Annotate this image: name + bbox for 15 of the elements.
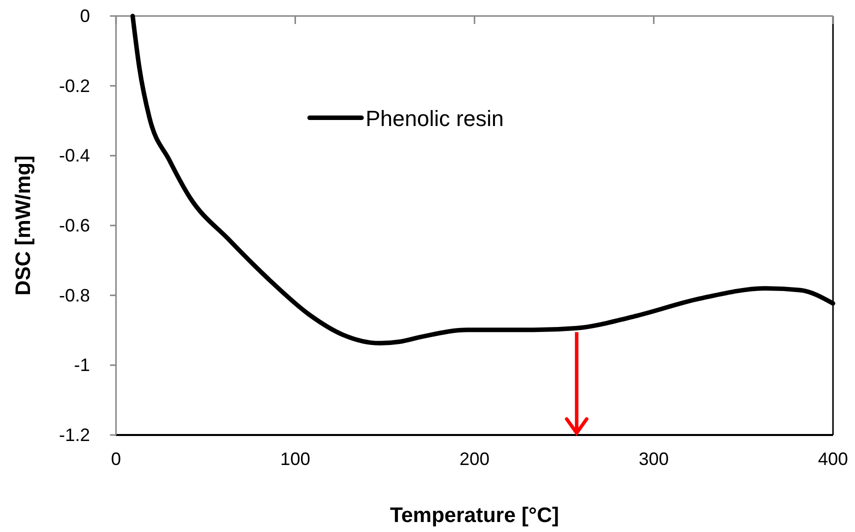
y-tick-label: 0 [80, 6, 90, 26]
y-tick-label: -0.4 [58, 146, 90, 166]
x-tick-label: 100 [280, 449, 310, 469]
y-axis-title: DSC [mW/mg] [12, 156, 35, 296]
y-tick-label: -1.2 [58, 425, 90, 445]
legend-label: Phenolic resin [366, 106, 504, 131]
y-tick-label: -0.6 [58, 216, 90, 236]
y-tick-label: -0.8 [58, 285, 90, 306]
x-tick-label: 400 [818, 449, 848, 469]
y-tick-label: -1 [74, 355, 90, 376]
x-tick-label: 300 [638, 449, 669, 469]
x-axis-title: Temperature [°C] [390, 504, 560, 527]
x-tick-label: 200 [459, 449, 490, 469]
y-tick-label: -0.2 [58, 76, 90, 96]
x-tick-label: 0 [110, 449, 122, 469]
